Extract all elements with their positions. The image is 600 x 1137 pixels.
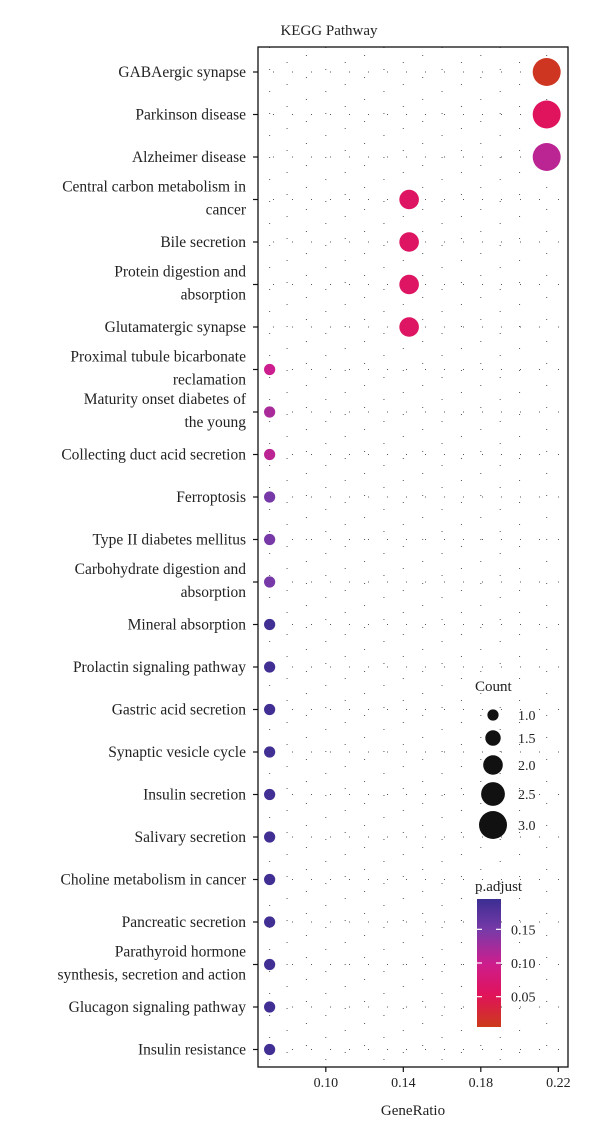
data-point	[264, 406, 276, 418]
category-label: Protein digestion and absorption	[114, 264, 246, 304]
data-point	[264, 788, 276, 801]
category-label: Type II diabetes mellitus	[93, 532, 246, 549]
data-point	[264, 746, 276, 758]
size-legend-label: 2.0	[518, 759, 536, 774]
x-tick-label: 0.18	[469, 1076, 494, 1091]
chart-title: KEGG Pathway	[280, 23, 378, 39]
data-point	[264, 363, 276, 376]
x-tick-label: 0.14	[391, 1076, 416, 1091]
data-point	[264, 873, 276, 886]
points	[264, 58, 561, 1056]
data-point	[264, 958, 276, 971]
category-label: Insulin resistance	[138, 1042, 246, 1059]
data-point	[264, 661, 276, 673]
category-label: Mineral absorption	[128, 617, 247, 634]
size-legend-dot	[479, 811, 507, 839]
category-label: Gastric acid secretion	[112, 702, 247, 719]
data-point	[264, 448, 276, 461]
category-label: GABAergic synapse	[118, 64, 246, 81]
x-tick-label: 0.10	[314, 1076, 339, 1091]
data-point	[399, 232, 419, 252]
color-scale-label: 0.15	[511, 923, 536, 938]
data-point	[532, 58, 561, 86]
category-label: Prolactin signaling pathway	[73, 659, 246, 676]
data-point	[264, 618, 276, 631]
category-label: Glutamatergic synapse	[105, 319, 246, 336]
size-legend-title: Count	[475, 679, 513, 695]
x-tick-label: 0.22	[546, 1076, 571, 1091]
category-label: Central carbon metabolism in cancer	[62, 179, 247, 219]
data-point	[532, 143, 561, 171]
category-label: Choline metabolism in cancer	[60, 872, 246, 889]
category-label: Parkinson disease	[135, 107, 246, 124]
data-point	[264, 703, 276, 716]
data-point	[399, 189, 419, 210]
category-label: Parathyroid hormone synthesis, secretion …	[57, 944, 246, 984]
category-label: Bile secretion	[160, 234, 246, 251]
category-label: Alzheimer disease	[132, 149, 246, 166]
size-legend: Count 1.0 1.5 2.0 2.5 3.0	[475, 679, 536, 839]
category-label: Synaptic vesicle cycle	[108, 744, 246, 761]
x-axis-title: GeneRatio	[381, 1103, 445, 1119]
data-point	[264, 491, 276, 503]
size-legend-label: 2.5	[518, 788, 536, 803]
size-legend-dot	[483, 755, 503, 775]
category-label: Pancreatic secretion	[122, 914, 247, 931]
color-scale-label: 0.05	[511, 991, 536, 1006]
category-label: Salivary secretion	[135, 829, 247, 846]
data-point	[264, 916, 276, 928]
color-legend-title: p.adjust	[475, 879, 523, 895]
size-legend-label: 1.0	[518, 709, 536, 724]
data-point	[264, 831, 276, 843]
size-legend-dot	[485, 730, 501, 746]
category-label: Glucagon signaling pathway	[69, 999, 247, 1016]
x-axis: 0.10 0.14 0.18 0.22	[314, 1067, 571, 1091]
data-point	[399, 317, 419, 337]
data-point	[264, 576, 276, 588]
category-label: Collecting duct acid secretion	[61, 447, 246, 464]
size-legend-dot	[481, 782, 505, 806]
color-scale-label: 0.10	[511, 957, 536, 972]
category-label: Maturity onset diabetes of the young	[84, 391, 247, 431]
data-point	[264, 1043, 276, 1056]
data-point	[264, 533, 276, 546]
category-label: Proximal tubule bicarbonate reclamation	[70, 349, 246, 389]
data-point	[264, 1001, 276, 1013]
size-legend-dot	[487, 709, 499, 721]
data-point	[399, 274, 419, 295]
size-legend-label: 1.5	[518, 732, 536, 747]
size-legend-label: 3.0	[518, 819, 536, 834]
category-label: Insulin secretion	[143, 787, 246, 804]
category-label: Ferroptosis	[176, 489, 246, 506]
category-label: Carbohydrate digestion and absorption	[75, 561, 247, 601]
grid	[258, 47, 568, 1067]
color-legend: p.adjust 0.15 0.10 0.05	[475, 879, 536, 1027]
plot-panel	[257, 46, 569, 1068]
category-labels: GABAergic synapse Parkinson disease Alzhei…	[57, 64, 258, 1059]
data-point	[532, 100, 561, 129]
